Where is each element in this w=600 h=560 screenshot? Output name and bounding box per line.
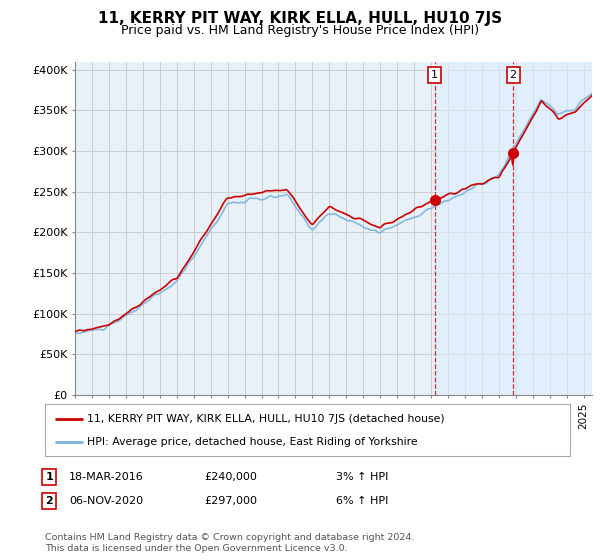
Text: Price paid vs. HM Land Registry's House Price Index (HPI): Price paid vs. HM Land Registry's House … [121, 24, 479, 36]
Text: 2: 2 [46, 496, 53, 506]
Text: 11, KERRY PIT WAY, KIRK ELLA, HULL, HU10 7JS: 11, KERRY PIT WAY, KIRK ELLA, HULL, HU10… [98, 11, 502, 26]
Text: 1: 1 [431, 70, 438, 80]
Text: 6% ↑ HPI: 6% ↑ HPI [336, 496, 388, 506]
Bar [434, 62, 592, 395]
Text: 11, KERRY PIT WAY, KIRK ELLA, HULL, HU10 7JS (detached house): 11, KERRY PIT WAY, KIRK ELLA, HULL, HU10… [87, 414, 445, 424]
Text: Contains HM Land Registry data © Crown copyright and database right 2024.
This d: Contains HM Land Registry data © Crown c… [45, 533, 415, 553]
Text: 3% ↑ HPI: 3% ↑ HPI [336, 472, 388, 482]
Text: 1: 1 [46, 472, 53, 482]
Text: 06-NOV-2020: 06-NOV-2020 [69, 496, 143, 506]
Text: 2: 2 [509, 70, 517, 80]
Text: £240,000: £240,000 [204, 472, 257, 482]
Text: 18-MAR-2016: 18-MAR-2016 [69, 472, 144, 482]
Text: HPI: Average price, detached house, East Riding of Yorkshire: HPI: Average price, detached house, East… [87, 437, 418, 447]
Text: £297,000: £297,000 [204, 496, 257, 506]
